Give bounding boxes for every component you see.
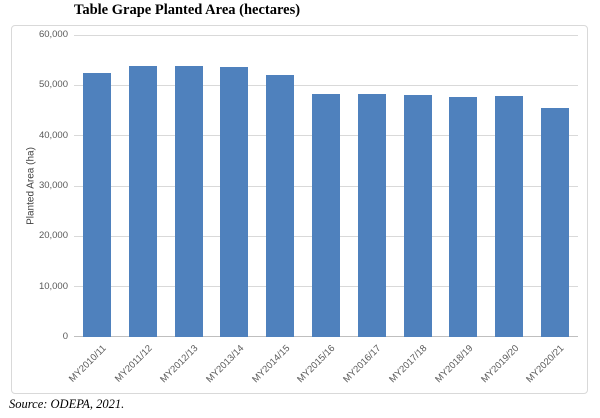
bar	[266, 74, 295, 337]
bar	[174, 66, 203, 337]
gridline	[74, 84, 578, 86]
x-tick-label: MY2016/17	[341, 343, 384, 386]
plot-area: 0 10,000 20,000 30,000 40,000 50,000 60,000 MY2…	[39, 29, 578, 385]
y-tick-label: 40,000	[38, 129, 68, 141]
bar	[128, 66, 157, 337]
y-tick-label: 60,000	[38, 29, 68, 40]
x-tick-label: MY2012/13	[158, 343, 201, 386]
y-tick-label: 20,000	[38, 230, 68, 242]
gridline	[74, 34, 578, 36]
y-tick-label: 0	[62, 331, 68, 342]
bar	[82, 73, 111, 337]
x-tick-label: MY2019/20	[478, 343, 522, 386]
x-tick-label: MY2017/18	[387, 343, 430, 386]
y-tick-label: 50,000	[38, 79, 68, 91]
bar	[403, 95, 432, 337]
x-tick-label: MY2018/19	[433, 343, 476, 386]
y-tick-label: 30,000	[38, 180, 68, 191]
bar	[312, 93, 340, 337]
x-tick-label: MY2014/15	[249, 343, 292, 386]
bar	[357, 93, 386, 337]
bar	[495, 96, 524, 337]
x-tick-label: MY2013/14	[203, 343, 247, 386]
x-tick-label: MY2010/11	[67, 343, 109, 385]
x-tick-label: MY2020/21	[524, 343, 567, 386]
bar	[449, 96, 478, 337]
x-tick-label: MY2015/16	[295, 343, 338, 386]
bar	[220, 67, 249, 337]
source-note: Source: ODEPA, 2021.	[9, 397, 125, 411]
chart-title: Table Grape Planted Area (hectares)	[74, 2, 301, 18]
bar	[541, 107, 570, 337]
chart-frame: Planted Area (ha) 0 10,000 20,000 30,000 40,…	[11, 25, 588, 394]
y-tick-label: 10,000	[38, 280, 68, 292]
x-tick-label: MY2011/12	[112, 343, 155, 385]
